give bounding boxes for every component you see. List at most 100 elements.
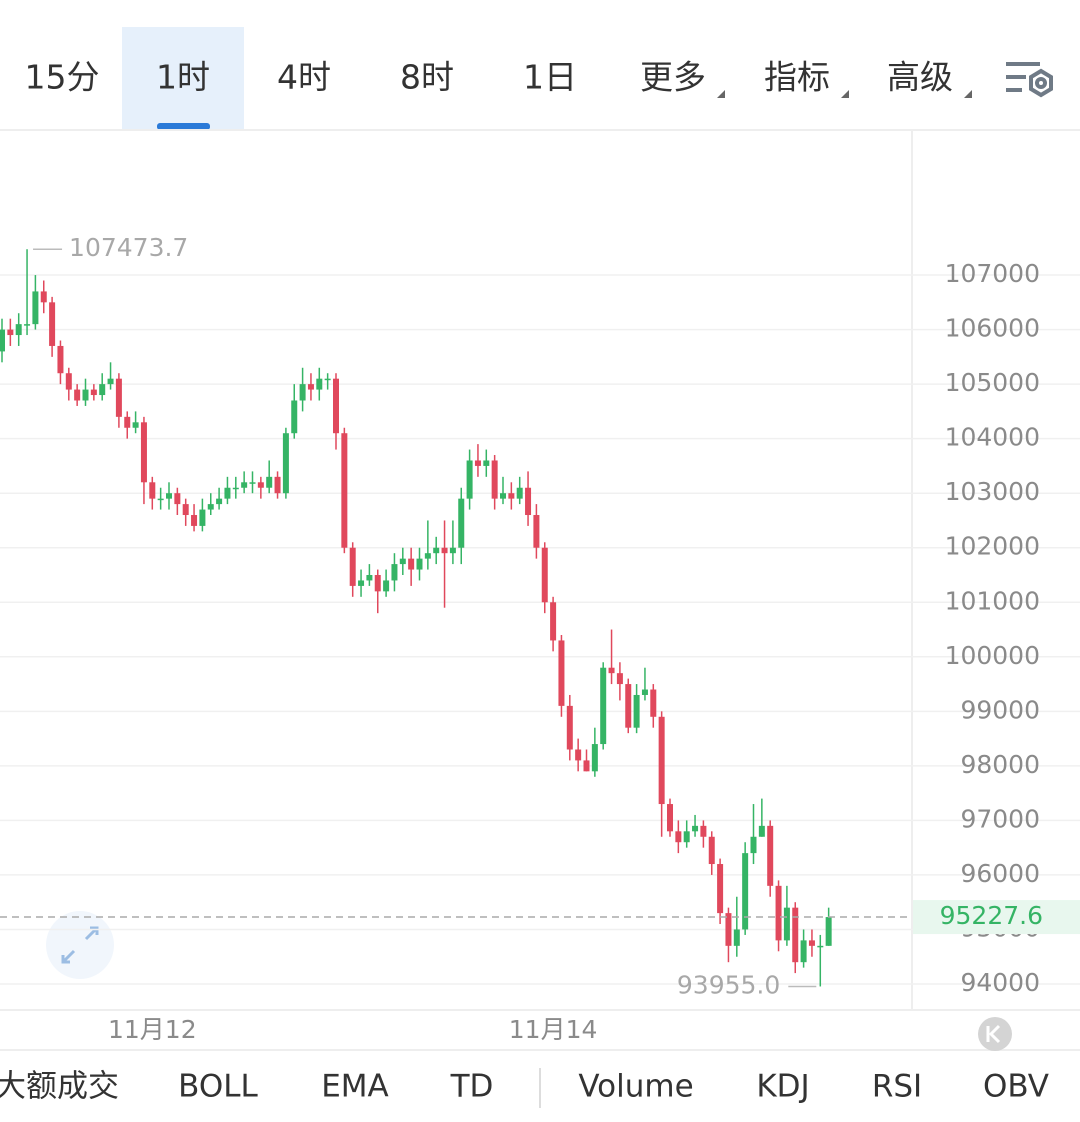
candle-body: [708, 836, 715, 865]
candle-body: [625, 684, 632, 728]
candle-body: [132, 422, 139, 428]
candle-body: [316, 378, 323, 390]
indicator-tab[interactable]: TD: [450, 1069, 494, 1105]
candle-body: [775, 885, 782, 941]
candle-body: [149, 482, 156, 499]
min-label: 93955.0: [677, 970, 780, 999]
x-tick-label: 11月12: [108, 1015, 197, 1044]
candle-body: [458, 498, 465, 548]
candle-body: [358, 580, 365, 586]
timeframe-tab[interactable]: 指标: [764, 58, 830, 97]
candle-body: [808, 940, 815, 946]
candle-body: [107, 378, 114, 385]
candle-body: [792, 907, 799, 963]
candle-body: [742, 853, 749, 930]
candle-body: [207, 504, 214, 510]
indicator-tab[interactable]: KDJ: [756, 1069, 809, 1105]
candle-body: [241, 482, 248, 488]
candle-body: [391, 564, 398, 581]
candle-body: [608, 667, 615, 674]
candle-body: [550, 602, 557, 641]
y-tick-label: 107000: [945, 259, 1040, 288]
last-price-label: 95227.6: [940, 901, 1043, 930]
candle-body: [274, 476, 281, 494]
candle-body: [49, 302, 56, 346]
candle-body: [675, 831, 682, 843]
candle-body: [416, 558, 423, 570]
indicator-tab[interactable]: Volume: [578, 1069, 693, 1105]
candle-body: [57, 345, 64, 374]
indicator-tab[interactable]: OBV: [983, 1069, 1049, 1105]
candle-body: [466, 460, 473, 499]
candle-body: [667, 804, 673, 832]
candle-body: [449, 547, 456, 554]
timeframe-tab[interactable]: 15分: [25, 58, 100, 97]
candle-body: [374, 574, 381, 592]
candle-body: [433, 547, 440, 554]
candle-body: [817, 945, 824, 948]
candle-body: [333, 378, 339, 434]
candle-body: [40, 291, 47, 303]
candle-body: [216, 498, 223, 505]
candle-body: [299, 384, 306, 401]
x-tick-label: 11月14: [509, 1015, 598, 1044]
candle-body: [633, 694, 640, 728]
timeframe-tab[interactable]: 8时: [400, 58, 454, 97]
indicator-tab[interactable]: EMA: [321, 1069, 389, 1105]
candle-body: [191, 515, 198, 526]
candle-body: [32, 291, 39, 325]
y-tick-label: 103000: [945, 477, 1040, 506]
candle-body: [349, 547, 356, 586]
indicator-tab[interactable]: RSI: [872, 1069, 922, 1105]
y-tick-label: 98000: [960, 750, 1040, 779]
candle-body: [692, 825, 699, 832]
candle-body: [257, 482, 264, 488]
candle-body: [783, 907, 790, 941]
timeframe-tab[interactable]: 高级: [887, 58, 953, 97]
candle-body: [616, 673, 623, 685]
active-tab-indicator: [157, 123, 210, 130]
y-tick-label: 105000: [945, 368, 1040, 397]
candle-body: [65, 373, 72, 390]
candle-body: [591, 744, 598, 772]
timeframe-tab[interactable]: 更多: [640, 58, 706, 97]
candle-body: [24, 324, 31, 326]
expand-button[interactable]: [46, 911, 114, 979]
candle-body: [90, 389, 97, 396]
timeframe-tab[interactable]: 1时: [156, 58, 210, 97]
timeframe-tab[interactable]: 1日: [523, 58, 577, 97]
candle-body: [115, 378, 122, 417]
candle-body: [341, 433, 348, 548]
candle-body: [174, 493, 181, 505]
candle-body: [600, 667, 607, 745]
candle-body: [399, 558, 406, 565]
candle-body: [99, 384, 106, 396]
candle-body: [758, 825, 765, 837]
indicator-tab[interactable]: BOLL: [178, 1069, 258, 1105]
candle-body: [140, 422, 147, 483]
settings-icon[interactable]: [1006, 62, 1053, 98]
candle-body: [249, 482, 256, 484]
candle-body: [474, 460, 481, 466]
candle-body: [182, 504, 189, 516]
y-tick-label: 106000: [945, 314, 1040, 343]
candle-body: [0, 329, 5, 352]
candle-body: [500, 493, 506, 499]
y-tick-label: 104000: [945, 423, 1040, 452]
last-price-box: [913, 900, 1080, 935]
candle-body: [224, 487, 231, 499]
y-tick-label: 94000: [960, 968, 1040, 997]
candle-body: [733, 929, 740, 946]
candle-body: [800, 940, 807, 963]
dropdown-caret: [841, 90, 849, 98]
scroll-end-button[interactable]: [978, 1017, 1012, 1051]
indicator-tab[interactable]: 大额成交: [0, 1069, 119, 1105]
active-tab-bg: [122, 27, 244, 130]
max-label: 107473.7: [69, 233, 188, 262]
candle-body: [683, 831, 690, 843]
timeframe-tab[interactable]: 4时: [277, 58, 331, 97]
candle-body: [541, 547, 548, 603]
candle-body: [658, 716, 665, 805]
y-tick-label: 99000: [960, 695, 1040, 724]
